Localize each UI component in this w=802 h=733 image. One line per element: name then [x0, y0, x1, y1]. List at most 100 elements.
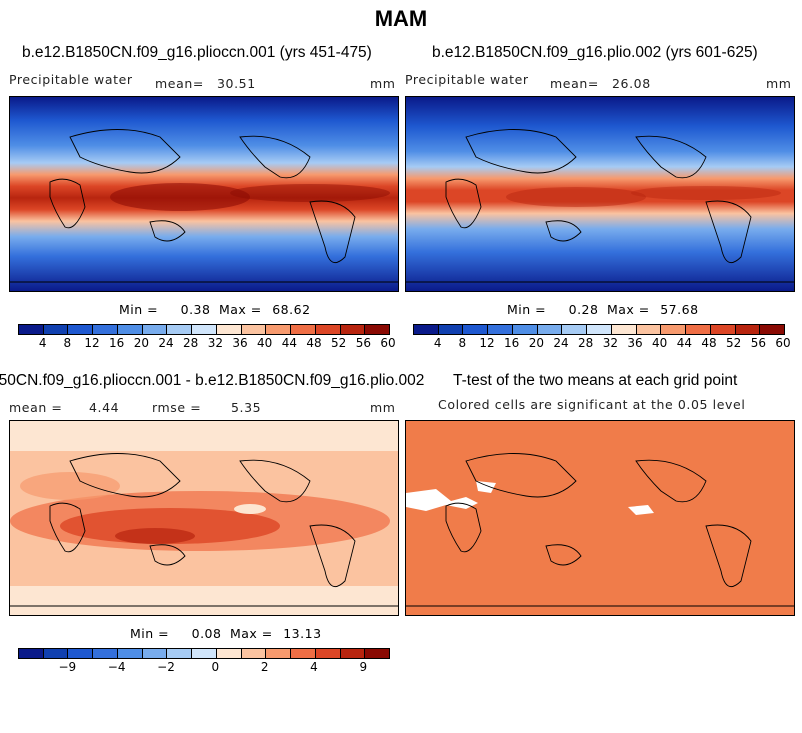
colorbar-tick-label: 2	[260, 660, 269, 674]
colorbar-swatch	[340, 325, 366, 334]
colorbar-tick-label: 0	[211, 660, 220, 674]
colorbar-swatch	[142, 649, 168, 658]
panel1-min-value: 0.38	[180, 302, 211, 317]
colorbar-swatch	[266, 325, 292, 334]
colorbar-tick-label: 40	[257, 336, 273, 350]
panel3-rmse-value: 5.35	[231, 400, 262, 415]
colorbar-swatch	[661, 325, 687, 334]
panel2-variable: Precipitable water	[405, 72, 529, 87]
colorbar-swatch	[463, 325, 489, 334]
figure-title: MAM	[374, 6, 428, 31]
colorbar-tick-label: 40	[652, 336, 668, 350]
colorbar-tick-label: 12	[479, 336, 495, 350]
colorbar-tick-label: 8	[63, 336, 72, 350]
colorbar-swatch	[216, 649, 242, 658]
panel1-variable: Precipitable water	[9, 72, 133, 87]
colorbar-swatch	[760, 325, 785, 334]
colorbar-swatch	[68, 649, 94, 658]
colorbar-tick-label: 8	[458, 336, 467, 350]
colorbar-swatch	[68, 325, 94, 334]
panel3-max-value: 13.13	[283, 626, 322, 641]
colorbar-swatch	[365, 649, 390, 658]
panel1-colorbar	[18, 324, 390, 335]
colorbar-swatch	[537, 325, 563, 334]
colorbar-tick-label: 52	[726, 336, 742, 350]
panel1-units: mm	[370, 76, 396, 91]
colorbar-swatch	[340, 649, 366, 658]
colorbar-swatch	[315, 649, 341, 658]
panel2-mean-label: mean=	[550, 76, 599, 91]
colorbar-swatch	[216, 325, 242, 334]
panel1-mean-label: mean=	[155, 76, 204, 91]
panel3-colorbar-ticks: −9 −4 −2 0 2 4 9	[18, 660, 388, 674]
colorbar-tick-label: 52	[331, 336, 347, 350]
panel1-coastlines	[10, 129, 398, 283]
colorbar-tick-label: 12	[84, 336, 100, 350]
panel1-max-value: 68.62	[272, 302, 311, 317]
colorbar-tick-label: 16	[504, 336, 520, 350]
panel2-min-value: 0.28	[568, 302, 599, 317]
colorbar-swatch	[686, 325, 711, 334]
colorbar-swatch	[315, 325, 341, 334]
colorbar-tick-label: 56	[355, 336, 371, 350]
panel4-field	[406, 421, 794, 615]
colorbar-tick-label: 36	[627, 336, 643, 350]
panel4-title: T-test of the two means at each grid poi…	[453, 372, 738, 389]
panel1-title: b.e12.B1850CN.f09_g16.plioccn.001 (yrs 4…	[22, 44, 372, 61]
panel3-units: mm	[370, 400, 396, 415]
colorbar-swatch	[192, 649, 217, 658]
panel1-max-label: Max =	[218, 302, 262, 317]
colorbar-tick-label: 9	[359, 660, 368, 674]
colorbar-swatch	[43, 325, 69, 334]
colorbar-tick-label: 32	[207, 336, 223, 350]
panel2-colorbar	[413, 324, 785, 335]
colorbar-swatch	[167, 649, 193, 658]
colorbar-swatch	[117, 325, 143, 334]
panel3-rmse-label: rmse =	[152, 400, 202, 415]
panel2-coastlines	[406, 129, 794, 283]
panel2-title: b.e12.B1850CN.f09_g16.plio.002 (yrs 601-…	[432, 44, 758, 61]
panel3-max-label: Max =	[229, 626, 273, 641]
panel4-nonsig-region	[406, 489, 478, 511]
panel3-minmax: Min = 0.08 Max = 13.13	[130, 626, 322, 641]
colorbar-swatch	[587, 325, 612, 334]
colorbar-swatch	[710, 325, 736, 334]
colorbar-swatch	[43, 649, 69, 658]
panel2-colorbar-ticks: 4 8 12 16 20 24 28 32 36 40 44 48 52 56 60	[413, 336, 791, 350]
panel3-mean-label: mean =	[9, 400, 63, 415]
colorbar-swatch	[19, 649, 44, 658]
colorbar-swatch	[241, 649, 267, 658]
panel2-minmax: Min = 0.28 Max = 57.68	[507, 302, 699, 317]
colorbar-swatch	[241, 325, 267, 334]
panel3-coastlines	[10, 453, 398, 607]
colorbar-tick-label: 20	[528, 336, 544, 350]
panel3-min-label: Min =	[130, 626, 170, 641]
panel1-minmax: Min = 0.38 Max = 68.62	[119, 302, 311, 317]
panel1-colorbar-ticks: 4 8 12 16 20 24 28 32 36 40 44 48 52 56 60	[18, 336, 396, 350]
colorbar-tick-label: 44	[676, 336, 692, 350]
colorbar-tick-label: 48	[701, 336, 717, 350]
colorbar-tick-label: −9	[58, 660, 77, 674]
panel2-min-label: Min =	[507, 302, 547, 317]
colorbar-swatch	[488, 325, 513, 334]
colorbar-swatch	[142, 325, 168, 334]
colorbar-swatch	[192, 325, 217, 334]
colorbar-tick-label: 28	[578, 336, 594, 350]
panel1-min-label: Min =	[119, 302, 159, 317]
colorbar-tick-label: 36	[232, 336, 248, 350]
colorbar-tick-label: 60	[775, 336, 791, 350]
panel1-map	[9, 96, 399, 292]
colorbar-swatch	[365, 325, 390, 334]
panel3-min-value: 0.08	[191, 626, 222, 641]
colorbar-swatch	[438, 325, 464, 334]
colorbar-swatch	[611, 325, 637, 334]
colorbar-swatch	[291, 325, 316, 334]
panel1-mean-value: 30.51	[217, 76, 256, 91]
colorbar-swatch	[117, 649, 143, 658]
colorbar-swatch	[266, 649, 292, 658]
panel1-warm-pool	[110, 183, 250, 211]
colorbar-tick-label: −4	[107, 660, 126, 674]
colorbar-swatch	[636, 325, 662, 334]
colorbar-swatch	[562, 325, 588, 334]
colorbar-tick-label: 44	[281, 336, 297, 350]
